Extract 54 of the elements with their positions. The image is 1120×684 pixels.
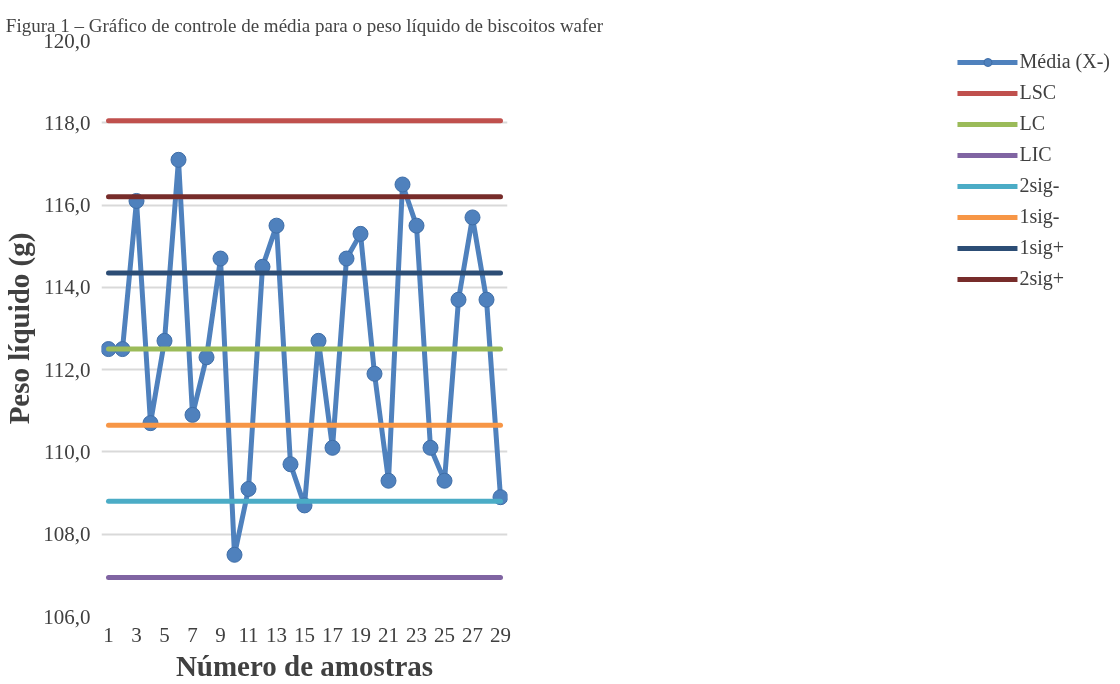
y-tick-label: 106,0 [43,604,91,629]
point [394,176,411,193]
legend-label: LSC [1019,81,1057,104]
point [478,291,495,308]
y-tick-label: 118,0 [44,110,91,135]
legend-label: 2sig- [1019,174,1060,197]
x-tick-label: 7 [187,622,198,647]
x-axis-title: Número de amostras [175,649,434,682]
point [198,349,215,366]
point [212,250,229,267]
y-tick-label: 110,0 [44,439,91,464]
y-axis-title: Peso líquido (g) [3,232,37,425]
point [352,225,369,242]
legend-label: 1sig- [1019,205,1060,228]
x-tick-label: 1 [103,622,114,647]
point [226,546,243,563]
legend-label: LC [1019,112,1046,135]
x-tick-label: 29 [490,622,511,647]
point [184,406,201,423]
point [464,209,481,226]
point [324,439,341,456]
y-tick-label: 112,0 [44,357,91,382]
point [282,456,299,473]
legend-label: 1sig+ [1019,236,1065,259]
point [366,365,383,382]
x-tick-label: 23 [406,622,427,647]
y-tick-label: 108,0 [43,522,91,547]
x-tick-label: 15 [294,622,315,647]
x-tick-label: 21 [378,622,399,647]
x-tick-label: 19 [350,622,371,647]
point [310,332,327,349]
point [156,332,173,349]
legend-label: Média (X-) [1019,50,1110,73]
x-tick-label: 17 [322,622,343,647]
y-tick-label: 116,0 [44,193,91,218]
point [240,480,257,497]
point [408,217,425,234]
legend-label: 2sig+ [1019,267,1065,290]
x-tick-label: 25 [434,622,455,647]
point [380,472,397,489]
x-tick-label: 9 [215,622,226,647]
x-tick-label: 11 [238,622,259,647]
point [338,250,355,267]
x-tick-label: 3 [131,622,142,647]
point [170,151,187,168]
point [450,291,467,308]
point [436,472,453,489]
point [422,439,439,456]
x-tick-label: 13 [266,622,287,647]
y-tick-label: 114,0 [44,275,91,300]
point [268,217,285,234]
x-tick-label: 5 [159,622,170,647]
legend-label: LIC [1019,143,1052,166]
x-tick-label: 27 [462,622,483,647]
